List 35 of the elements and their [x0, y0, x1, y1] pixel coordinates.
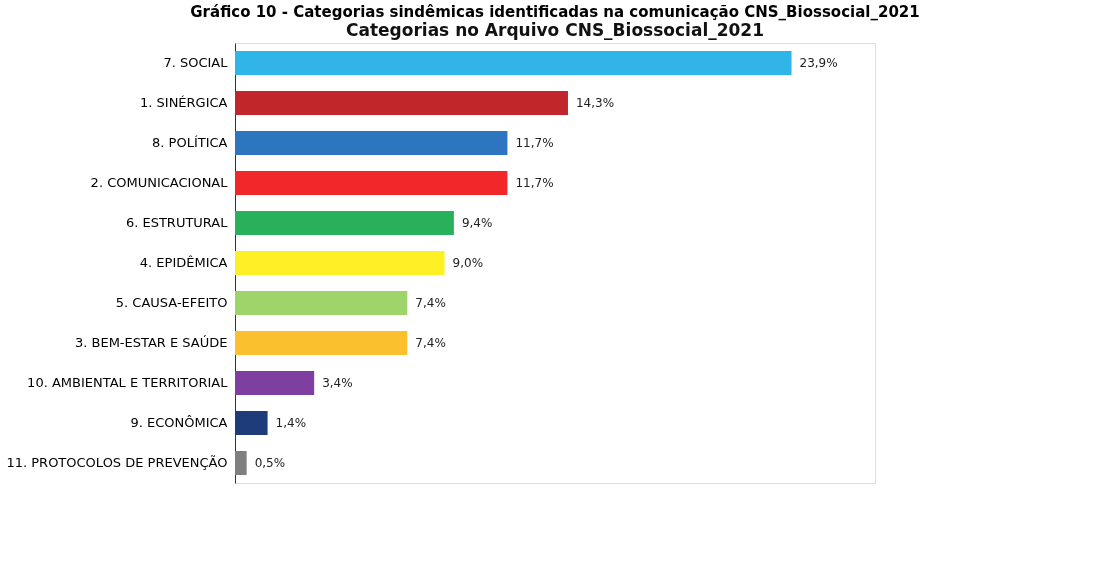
data-label: 7,4% — [415, 336, 446, 350]
y-tick-label: 3. BEM-ESTAR E SAÚDE — [74, 335, 228, 350]
y-tick-label: 10. AMBIENTAL E TERRITORIAL — [27, 375, 229, 390]
y-tick-label: 9. ECONÔMICA — [130, 415, 228, 430]
bar — [235, 131, 508, 155]
y-tick-label: 5. CAUSA-EFEITO — [115, 295, 228, 310]
data-label: 11,7% — [515, 136, 554, 150]
data-label: 7,4% — [415, 296, 446, 310]
chart-title: Gráfico 10 - Categorias sindêmicas identificadas na comunicação CNS_Biossocial_2021 — [190, 3, 920, 21]
data-label: 23,9% — [799, 56, 838, 70]
y-tick-label: 2. COMUNICACIONAL — [90, 175, 229, 190]
bar — [235, 451, 247, 475]
bar — [235, 171, 508, 195]
data-label: 9,0% — [452, 256, 484, 270]
y-tick-label: 4. EPIDÊMICA — [139, 255, 228, 270]
bar — [235, 251, 445, 275]
bar — [235, 91, 568, 115]
y-tick-label: 6. ESTRUTURAL — [125, 215, 229, 230]
data-label: 9,4% — [461, 216, 493, 230]
y-tick-label: 11. PROTOCOLOS DE PREVENÇÃO — [6, 455, 228, 470]
bar — [235, 211, 454, 235]
bar — [235, 371, 315, 395]
y-tick-label: 8. POLÍTICA — [152, 135, 228, 150]
bar — [235, 291, 408, 315]
data-label: 1,4% — [275, 416, 307, 430]
bar — [235, 331, 408, 355]
y-tick-label: 1. SINÉRGICA — [140, 95, 228, 110]
data-label: 0,5% — [254, 456, 286, 470]
bar — [235, 51, 792, 75]
y-tick-label: 7. SOCIAL — [163, 55, 229, 70]
chart-subtitle: Categorias no Arquivo CNS_Biossocial_2021 — [345, 20, 765, 40]
data-label: 14,3% — [575, 96, 615, 110]
data-label: 11,7% — [515, 176, 554, 190]
data-label: 3,4% — [322, 376, 353, 390]
bar — [235, 411, 268, 435]
